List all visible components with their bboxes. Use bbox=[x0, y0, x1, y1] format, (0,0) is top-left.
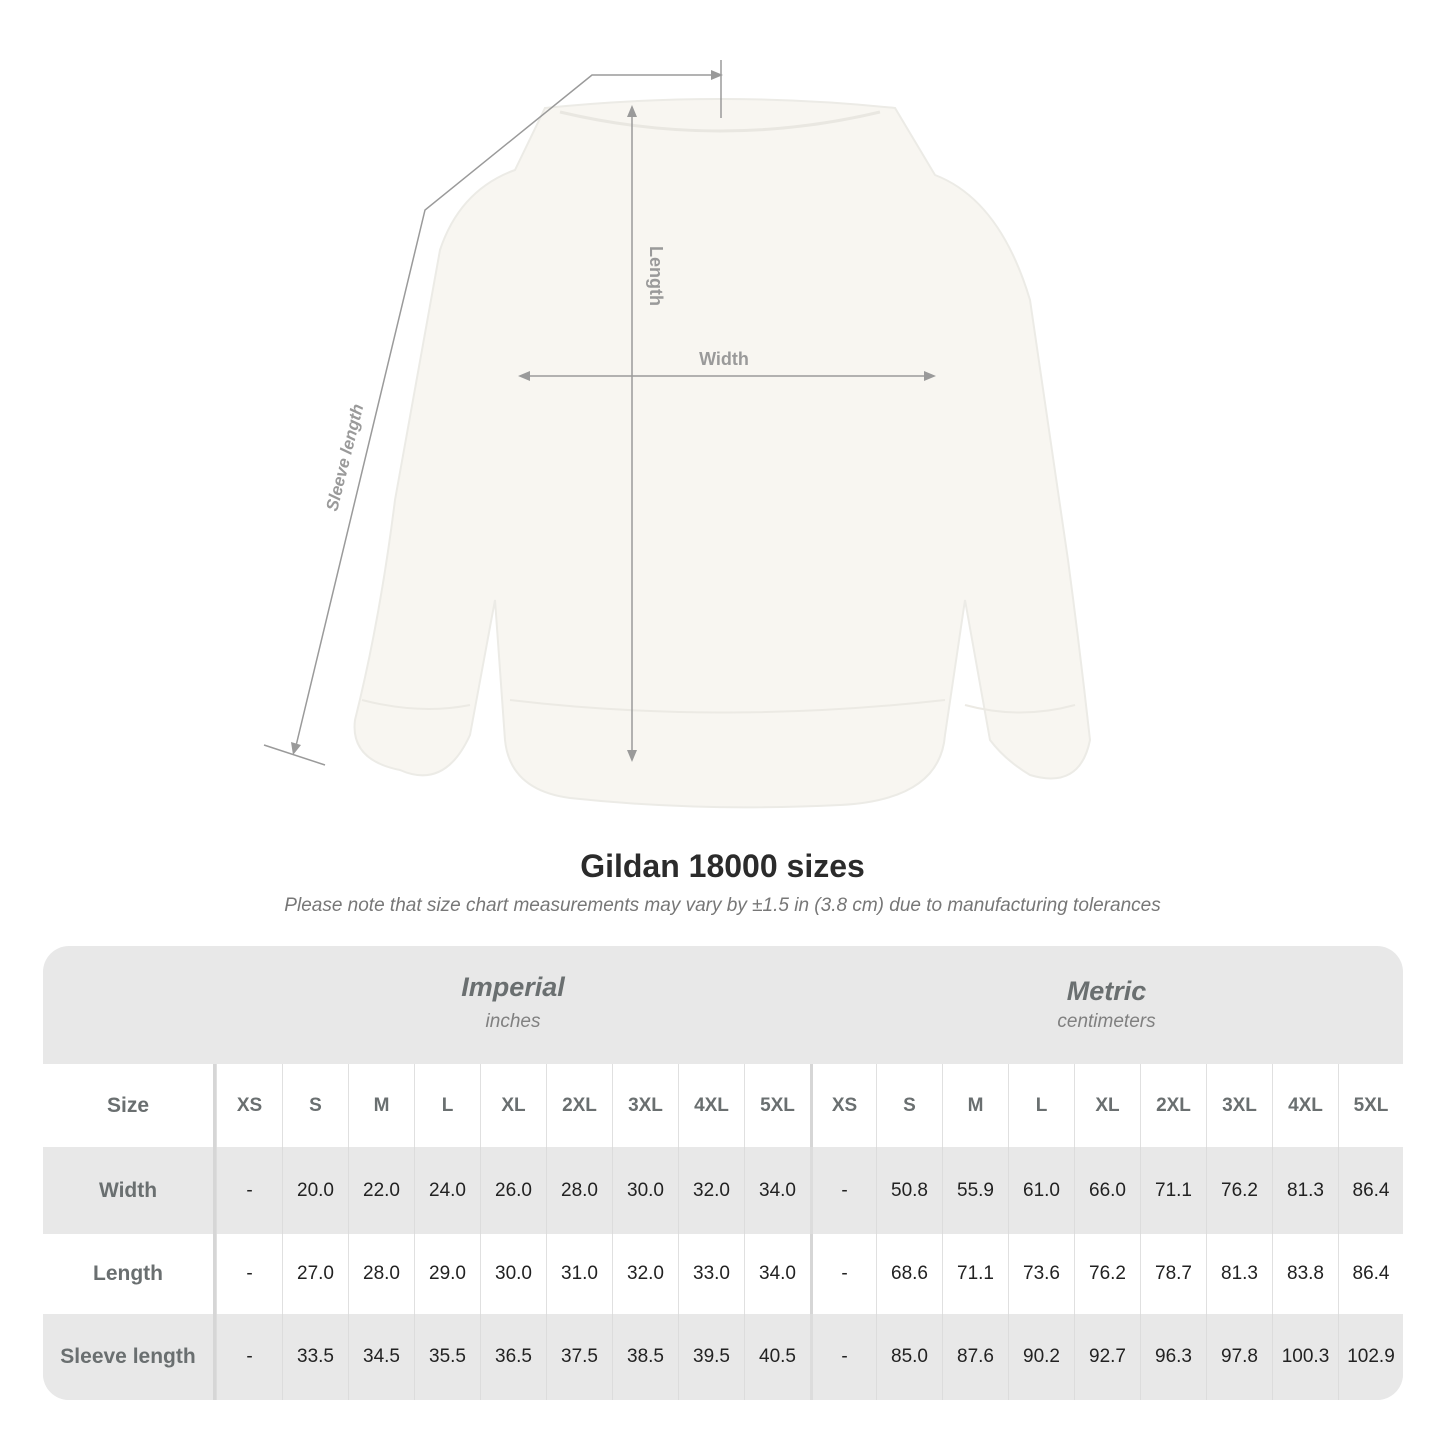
imperial-value-cell: 34.0 bbox=[744, 1147, 810, 1234]
size-table: Imperial inches Metric centimeters Size X… bbox=[43, 946, 1403, 1400]
size-header-imperial: 2XL bbox=[546, 1064, 612, 1147]
sweatshirt-image bbox=[353, 98, 1092, 809]
imperial-value-cell: 30.0 bbox=[612, 1147, 678, 1234]
imperial-value-cell: 40.5 bbox=[744, 1314, 810, 1400]
metric-value-cell: 92.7 bbox=[1074, 1314, 1140, 1400]
metric-value-cell: 76.2 bbox=[1206, 1147, 1272, 1234]
metric-value-cell: - bbox=[810, 1147, 876, 1234]
metric-value-cell: 73.6 bbox=[1008, 1234, 1074, 1314]
row-label: Size bbox=[43, 1064, 216, 1147]
metric-value-cell: 71.1 bbox=[942, 1234, 1008, 1314]
size-header-metric: XL bbox=[1074, 1064, 1140, 1147]
metric-value-cell: 68.6 bbox=[876, 1234, 942, 1314]
metric-value-cell: 66.0 bbox=[1074, 1147, 1140, 1234]
width-measure-label: Width bbox=[699, 349, 749, 369]
metric-header: Metric centimeters bbox=[810, 946, 1403, 1064]
length-measure-label: Length bbox=[646, 246, 666, 306]
sleeve-length-measure-label: Sleeve length bbox=[322, 402, 367, 513]
size-header-metric: S bbox=[876, 1064, 942, 1147]
imperial-value-cell: 37.5 bbox=[546, 1314, 612, 1400]
size-header-imperial: XS bbox=[216, 1064, 282, 1147]
size-header-imperial: M bbox=[348, 1064, 414, 1147]
metric-unit: centimeters bbox=[1057, 1011, 1156, 1032]
metric-value-cell: 86.4 bbox=[1338, 1147, 1403, 1234]
table-row: Length -27.0 28.0 29.0 30.0 31.0 32.0 33.0 34.0-… bbox=[43, 1234, 1403, 1314]
imperial-value-cell: 33.0 bbox=[678, 1234, 744, 1314]
table-row: Width -20.0 22.0 24.0 26.0 28.0 30.0 32.0 34.0-5… bbox=[43, 1147, 1403, 1234]
row-label: Length bbox=[43, 1234, 216, 1314]
size-header-row: Size XS S M L XL 2XL 3XL 4XL 5XL XS S M L XL 2XL 3XL 4XL 5… bbox=[43, 1064, 1403, 1147]
imperial-unit: inches bbox=[485, 1011, 541, 1032]
row-label: Width bbox=[43, 1147, 216, 1234]
size-header-metric: M bbox=[942, 1064, 1008, 1147]
size-header-metric: XS bbox=[810, 1064, 876, 1147]
imperial-value-cell: 33.5 bbox=[282, 1314, 348, 1400]
size-header-metric: 2XL bbox=[1140, 1064, 1206, 1147]
imperial-value-cell: 22.0 bbox=[348, 1147, 414, 1234]
metric-value-cell: 102.9 bbox=[1338, 1314, 1403, 1400]
metric-value-cell: 78.7 bbox=[1140, 1234, 1206, 1314]
metric-value-cell: 90.2 bbox=[1008, 1314, 1074, 1400]
row-label: Sleeve length bbox=[43, 1314, 216, 1400]
measurement-lines bbox=[263, 60, 936, 766]
size-header-metric: 4XL bbox=[1272, 1064, 1338, 1147]
metric-value-cell: 50.8 bbox=[876, 1147, 942, 1234]
metric-value-cell: 55.9 bbox=[942, 1147, 1008, 1234]
metric-value-cell: 76.2 bbox=[1074, 1234, 1140, 1314]
size-header-imperial: L bbox=[414, 1064, 480, 1147]
imperial-value-cell: 27.0 bbox=[282, 1234, 348, 1314]
imperial-value-cell: 32.0 bbox=[678, 1147, 744, 1234]
metric-value-cell: - bbox=[810, 1314, 876, 1400]
imperial-value-cell: 30.0 bbox=[480, 1234, 546, 1314]
size-header-imperial: 4XL bbox=[678, 1064, 744, 1147]
imperial-value-cell: 34.5 bbox=[348, 1314, 414, 1400]
table-row: Sleeve length -33.5 34.5 35.5 36.5 37.5 38.5 39… bbox=[43, 1314, 1403, 1400]
metric-value-cell: 85.0 bbox=[876, 1314, 942, 1400]
metric-value-cell: 97.8 bbox=[1206, 1314, 1272, 1400]
imperial-value-cell: - bbox=[216, 1147, 282, 1234]
imperial-value-cell: 29.0 bbox=[414, 1234, 480, 1314]
imperial-value-cell: 31.0 bbox=[546, 1234, 612, 1314]
tolerance-note: Please note that size chart measurements… bbox=[284, 895, 1161, 916]
imperial-value-cell: 36.5 bbox=[480, 1314, 546, 1400]
imperial-value-cell: 24.0 bbox=[414, 1147, 480, 1234]
metric-value-cell: 96.3 bbox=[1140, 1314, 1206, 1400]
imperial-value-cell: 35.5 bbox=[414, 1314, 480, 1400]
imperial-value-cell: - bbox=[216, 1234, 282, 1314]
imperial-value-cell: 34.0 bbox=[744, 1234, 810, 1314]
imperial-value-cell: 28.0 bbox=[348, 1234, 414, 1314]
imperial-value-cell: 32.0 bbox=[612, 1234, 678, 1314]
imperial-value-cell: - bbox=[216, 1314, 282, 1400]
metric-title: Metric bbox=[1066, 976, 1147, 1006]
imperial-value-cell: 38.5 bbox=[612, 1314, 678, 1400]
imperial-value-cell: 39.5 bbox=[678, 1314, 744, 1400]
metric-value-cell: 81.3 bbox=[1206, 1234, 1272, 1314]
imperial-title: Imperial bbox=[461, 972, 565, 1002]
size-header-metric: L bbox=[1008, 1064, 1074, 1147]
imperial-value-cell: 26.0 bbox=[480, 1147, 546, 1234]
metric-value-cell: 100.3 bbox=[1272, 1314, 1338, 1400]
metric-value-cell: 83.8 bbox=[1272, 1234, 1338, 1314]
metric-value-cell: - bbox=[810, 1234, 876, 1314]
size-header-imperial: 5XL bbox=[744, 1064, 810, 1147]
metric-value-cell: 71.1 bbox=[1140, 1147, 1206, 1234]
metric-value-cell: 81.3 bbox=[1272, 1147, 1338, 1234]
chart-title: Gildan 18000 sizes bbox=[580, 848, 865, 884]
sweatshirt-measurement-diagram: Length Width Sleeve length bbox=[263, 60, 1092, 809]
imperial-value-cell: 20.0 bbox=[282, 1147, 348, 1234]
size-header-metric: 5XL bbox=[1338, 1064, 1403, 1147]
metric-value-cell: 86.4 bbox=[1338, 1234, 1403, 1314]
imperial-value-cell: 28.0 bbox=[546, 1147, 612, 1234]
metric-value-cell: 61.0 bbox=[1008, 1147, 1074, 1234]
size-header-imperial: 3XL bbox=[612, 1064, 678, 1147]
metric-value-cell: 87.6 bbox=[942, 1314, 1008, 1400]
size-header-imperial: XL bbox=[480, 1064, 546, 1147]
size-header-imperial: S bbox=[282, 1064, 348, 1147]
size-header-metric: 3XL bbox=[1206, 1064, 1272, 1147]
imperial-header: Imperial inches bbox=[216, 946, 810, 1064]
